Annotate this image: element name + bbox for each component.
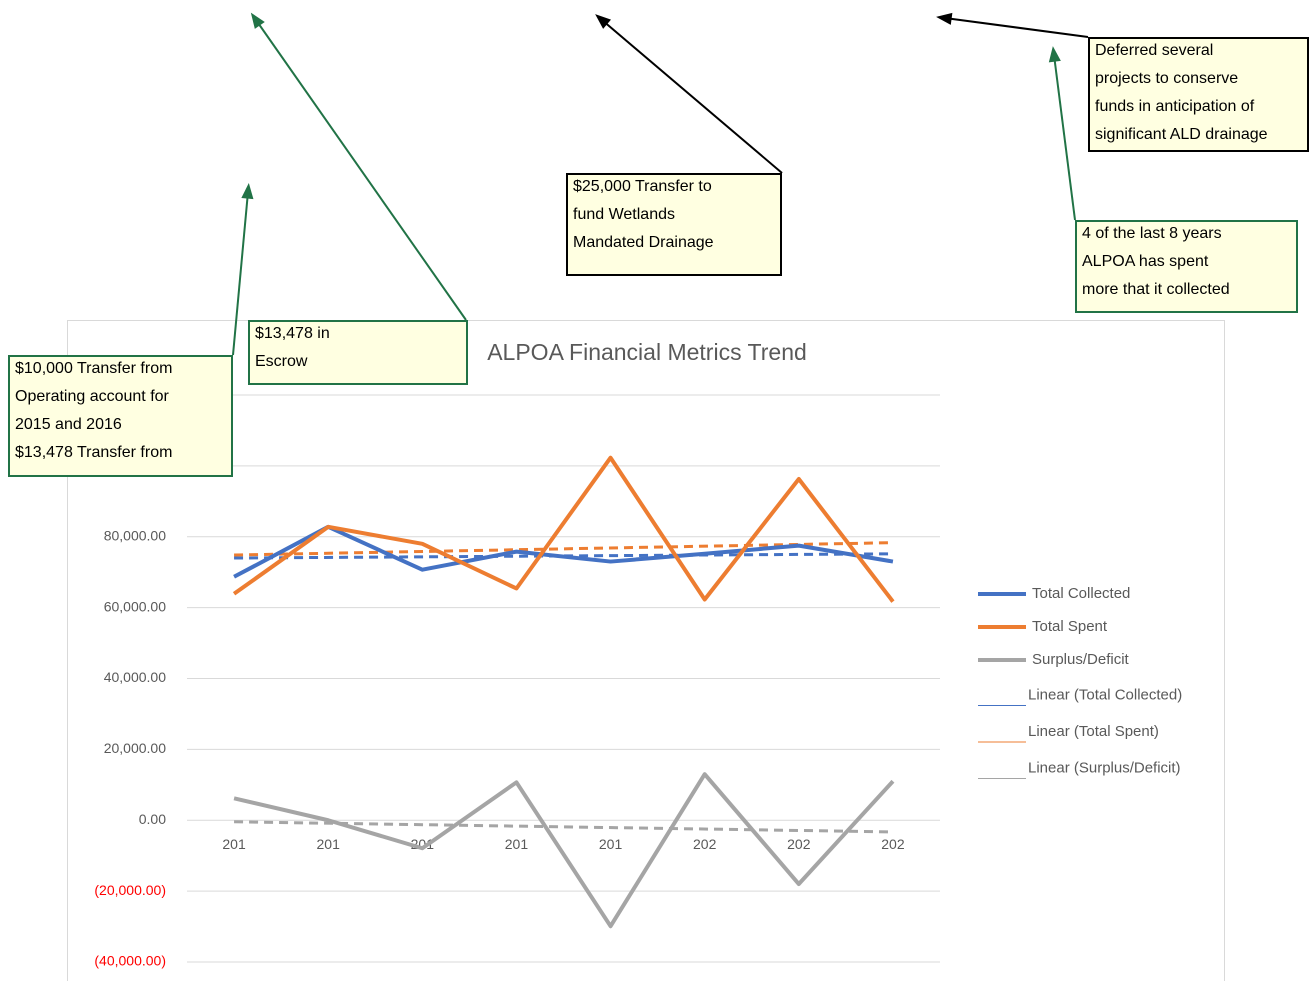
callout-line bbox=[232, 191, 249, 356]
legend-label: Linear (Total Spent) bbox=[1028, 723, 1159, 740]
callout-arrowhead bbox=[936, 12, 953, 25]
x-tick-label: 201 bbox=[317, 836, 341, 852]
callout-text: ALPOA has spent bbox=[1082, 253, 1209, 270]
callout-arrowhead bbox=[595, 14, 611, 29]
series-line bbox=[232, 455, 895, 603]
callout-text: $10,000 Transfer from bbox=[15, 360, 172, 377]
y-tick-label: 20,000.00 bbox=[104, 740, 166, 756]
y-tick-label: 0.00 bbox=[139, 811, 166, 827]
callout-box bbox=[1075, 220, 1298, 313]
trendline bbox=[234, 541, 893, 557]
callout-text: $13,478 Transfer from bbox=[15, 444, 172, 461]
callout-text: 2015 and 2016 bbox=[15, 416, 122, 433]
y-tick-label: (40,000.00) bbox=[94, 953, 166, 969]
trendline bbox=[234, 552, 893, 560]
callout-box bbox=[566, 173, 782, 276]
series-line bbox=[233, 524, 894, 579]
y-tick-label: 40,000.00 bbox=[104, 669, 166, 685]
callout-arrowhead bbox=[241, 183, 254, 200]
callout-text: Escrow bbox=[255, 353, 308, 370]
callout-text: Operating account for bbox=[15, 388, 170, 405]
y-tick-label: (20,000.00) bbox=[94, 882, 166, 898]
x-tick-label: 201 bbox=[599, 836, 623, 852]
callout-line bbox=[944, 17, 1089, 38]
callout-box bbox=[248, 320, 468, 385]
callout-text: $13,478 in bbox=[255, 325, 330, 342]
callout-box bbox=[1088, 37, 1309, 152]
callout-text: 4 of the last 8 years bbox=[1082, 225, 1222, 242]
legend-label: Total Spent bbox=[1032, 618, 1108, 635]
x-tick-label: 202 bbox=[881, 836, 905, 852]
callout-arrowhead bbox=[1048, 46, 1061, 63]
callout-line bbox=[601, 19, 783, 174]
y-tick-label: 60,000.00 bbox=[104, 598, 166, 614]
annotations: $10,000 Transfer from Operating account f… bbox=[8, 12, 1309, 477]
legend-label: Linear (Total Collected) bbox=[1028, 686, 1182, 703]
callout-text: significant ALD drainage bbox=[1095, 126, 1268, 143]
callout-text: more that it collected bbox=[1082, 281, 1230, 298]
callout-text: funds in anticipation of bbox=[1095, 98, 1255, 115]
callout-text: Mandated Drainage bbox=[573, 234, 714, 251]
legend-label: Linear (Surplus/Deficit) bbox=[1028, 759, 1181, 776]
callout-arrowhead bbox=[250, 12, 265, 29]
callout-line bbox=[255, 19, 467, 321]
chart-title: ALPOA Financial Metrics Trend bbox=[487, 339, 807, 365]
callout-text: projects to conserve bbox=[1095, 70, 1238, 87]
series-line bbox=[233, 772, 895, 929]
x-tick-label: 202 bbox=[787, 836, 811, 852]
callout-text: fund Wetlands bbox=[573, 206, 675, 223]
legend-label: Surplus/Deficit bbox=[1032, 651, 1130, 668]
callout-text: $25,000 Transfer to bbox=[573, 178, 712, 195]
callout-text: Deferred several bbox=[1095, 42, 1213, 59]
callout-line bbox=[1053, 54, 1076, 221]
callout-box bbox=[8, 355, 233, 477]
x-tick-label: 201 bbox=[222, 836, 246, 852]
y-tick-label: 80,000.00 bbox=[104, 527, 166, 543]
x-tick-label: 202 bbox=[693, 836, 717, 852]
legend-label: Total Collected bbox=[1032, 585, 1130, 602]
x-tick-label: 201 bbox=[505, 836, 529, 852]
